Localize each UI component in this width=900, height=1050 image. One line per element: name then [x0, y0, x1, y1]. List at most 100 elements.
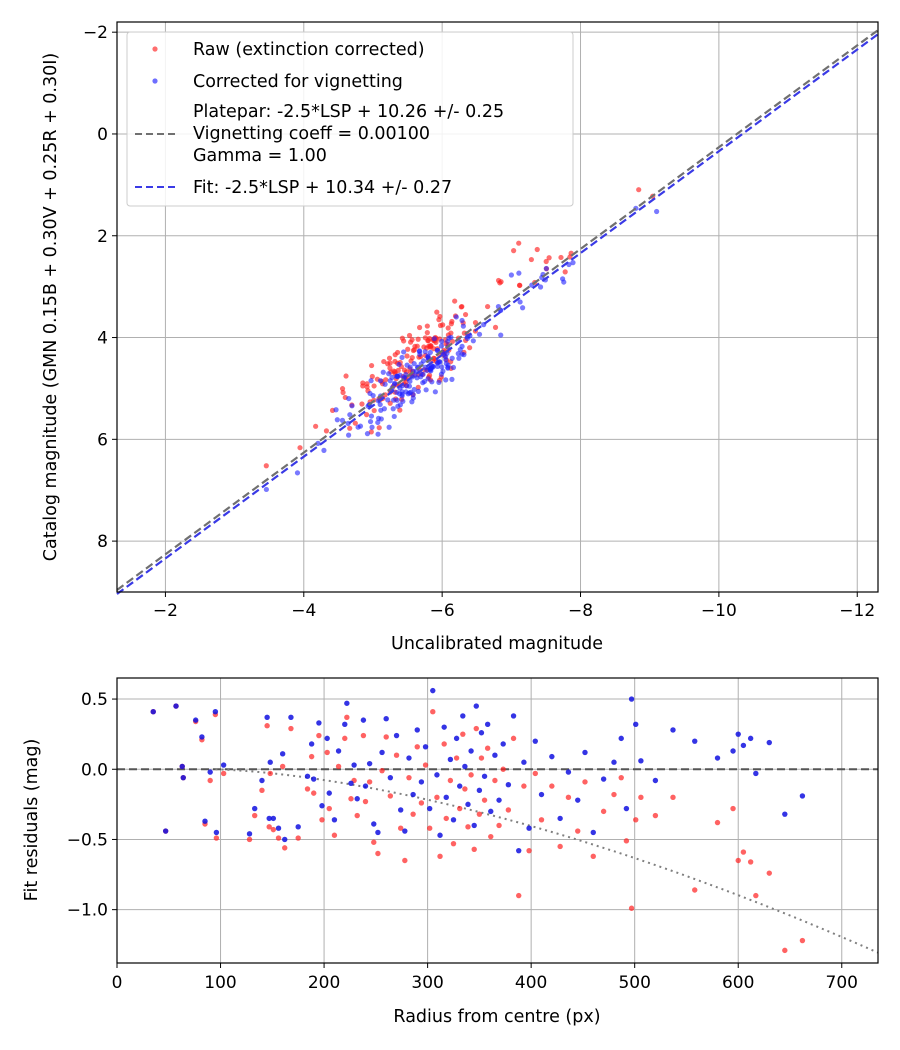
bottom-raw-point [582, 779, 588, 785]
top-raw-point [404, 353, 410, 359]
bottom-corrected-point [414, 727, 420, 733]
top-corrected-point [431, 336, 437, 342]
top-corrected-point [263, 486, 269, 493]
top-raw-point [409, 337, 415, 343]
top-corrected-point [455, 351, 461, 357]
bottom-corrected-point [264, 714, 270, 721]
bottom-raw-point [402, 857, 408, 864]
top-y-tick-label: 2 [97, 227, 108, 247]
top-chart-panel: −2 −4 −6 −8 −10 −12 −2 0 2 4 6 8 Uncalibrated magni… [41, 21, 879, 654]
bottom-corrected-point [443, 794, 449, 801]
bottom-raw-point [304, 786, 311, 792]
top-corrected-point [449, 376, 455, 382]
bottom-raw-point [379, 767, 385, 774]
bottom-corrected-point [557, 815, 563, 822]
legend-fit-label: Fit: -2.5*LSP + 10.34 +/- 0.27 [193, 178, 452, 198]
top-raw-point [636, 187, 642, 193]
top-raw-point [411, 347, 417, 353]
top-x-tick-label: −8 [568, 601, 593, 621]
top-raw-point [371, 383, 377, 389]
bottom-corrected-point [180, 774, 186, 781]
bottom-corrected-point [638, 758, 644, 764]
top-raw-point [485, 303, 491, 310]
bottom-corrected-point [510, 713, 517, 719]
bottom-corrected-point [575, 797, 581, 803]
top-corrected-point [412, 372, 418, 378]
top-y-tick-label: 4 [97, 329, 108, 349]
bottom-corrected-point [538, 791, 545, 798]
top-raw-point [462, 311, 469, 318]
top-raw-point [426, 335, 433, 342]
bottom-raw-point [335, 763, 342, 770]
bottom-corrected-point [516, 847, 522, 854]
bottom-raw-point [295, 835, 301, 841]
bottom-corrected-point [692, 738, 698, 744]
bottom-corrected-point [282, 836, 288, 843]
bottom-raw-point [505, 807, 512, 813]
bottom-raw-point [623, 838, 630, 844]
top-raw-point [445, 325, 451, 331]
bottom-corrected-point [371, 821, 377, 827]
bottom-corrected-point [549, 753, 555, 760]
bottom-corrected-point [753, 770, 759, 777]
bottom-corrected-point [375, 829, 381, 836]
bottom-corrected-point [441, 724, 447, 730]
top-x-tick-label: −4 [291, 601, 316, 621]
top-corrected-point [386, 424, 392, 430]
top-corrected-point [543, 265, 549, 272]
bottom-corrected-point [335, 748, 342, 754]
top-corrected-point [438, 371, 445, 377]
bottom-raw-point [740, 849, 747, 855]
top-raw-point [369, 373, 375, 380]
top-corrected-point [377, 401, 383, 408]
bottom-raw-point [410, 811, 416, 817]
bottom-raw-point [437, 853, 443, 860]
bottom-corrected-point [437, 832, 443, 838]
bottom-raw-point [252, 812, 258, 819]
top-corrected-point [570, 260, 576, 266]
top-corrected-point [346, 432, 352, 438]
bottom-corrected-point [468, 748, 474, 754]
bottom-raw-point [342, 735, 348, 742]
top-corrected-point [375, 431, 381, 437]
top-corrected-point [416, 348, 423, 354]
bottom-corrected-point [450, 817, 457, 823]
top-raw-point [385, 361, 391, 367]
top-legend: Raw (extinction corrected) Corrected for… [126, 31, 574, 207]
top-corrected-point [382, 381, 388, 387]
top-corrected-point [461, 352, 467, 358]
bottom-raw-point [521, 783, 527, 789]
top-raw-point [368, 362, 375, 369]
bottom-raw-point [462, 786, 468, 792]
bottom-corrected-point [288, 714, 294, 721]
bottom-raw-point [434, 794, 440, 801]
top-corrected-point [516, 270, 522, 276]
top-corrected-point [445, 362, 451, 368]
top-raw-point [567, 254, 573, 260]
top-raw-point [405, 346, 411, 352]
top-corrected-point [394, 397, 400, 403]
bottom-corrected-point [304, 773, 311, 779]
bottom-raw-point [628, 905, 635, 911]
legend-corrected-marker [152, 78, 158, 84]
bottom-y-tick-label: 0.0 [81, 760, 108, 780]
bottom-raw-point [326, 805, 332, 812]
bottom-y-tick-label: 0.5 [81, 690, 108, 710]
bottom-corrected-point [418, 779, 425, 785]
bottom-raw-point [714, 819, 721, 826]
top-corrected-point [396, 361, 402, 368]
top-raw-point [387, 365, 393, 371]
bottom-x-tick-label: 500 [618, 973, 650, 993]
top-corrected-point [439, 338, 445, 345]
bottom-y-tick-label: −0.5 [67, 830, 108, 850]
bottom-corrected-point [366, 760, 373, 767]
top-raw-point [383, 377, 389, 383]
top-corrected-point [450, 364, 457, 371]
top-corrected-point [321, 447, 327, 453]
bottom-raw-point [267, 770, 273, 777]
bottom-x-tick-label: 400 [515, 973, 547, 993]
top-raw-point [516, 240, 522, 246]
bottom-corrected-point [202, 818, 208, 824]
bottom-raw-point [575, 828, 581, 834]
top-corrected-point [334, 417, 340, 423]
